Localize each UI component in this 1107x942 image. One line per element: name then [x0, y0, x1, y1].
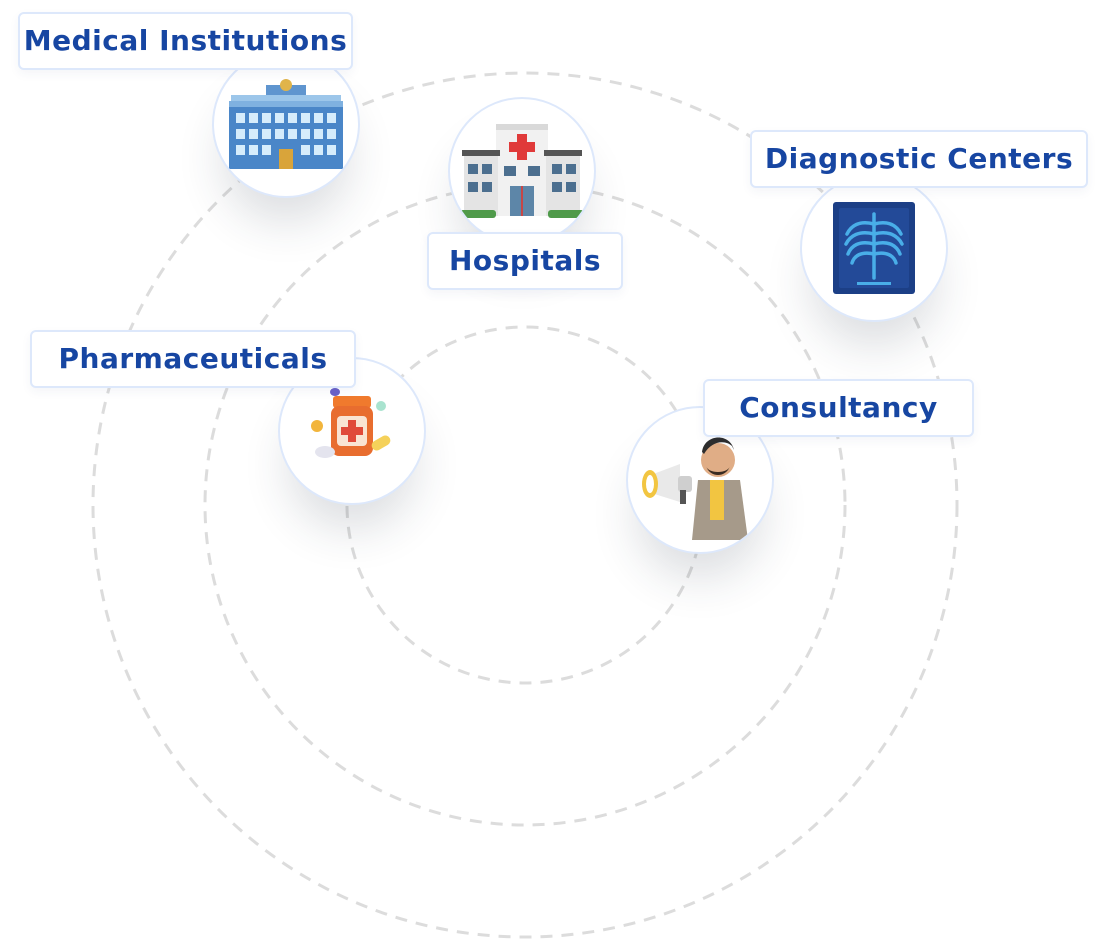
medicine-bottle-icon	[311, 388, 391, 458]
outer-ring	[91, 71, 959, 939]
hospitals-label: Hospitals	[427, 232, 623, 290]
pharmaceuticals-label: Pharmaceuticals	[30, 330, 356, 388]
medical-institutions-node	[212, 50, 360, 198]
xray-icon	[833, 202, 915, 294]
diagnostic-centers-label: Diagnostic Centers	[750, 130, 1088, 188]
hospitals-node	[448, 97, 596, 245]
medical-institutions-label: Medical Institutions	[18, 12, 353, 70]
middle-ring	[203, 183, 847, 827]
building-icon	[229, 79, 343, 169]
consultancy-label: Consultancy	[703, 379, 974, 437]
megaphone-person-icon	[642, 437, 748, 540]
hospital-icon	[460, 124, 584, 218]
diagnostic-centers-node	[800, 174, 948, 322]
